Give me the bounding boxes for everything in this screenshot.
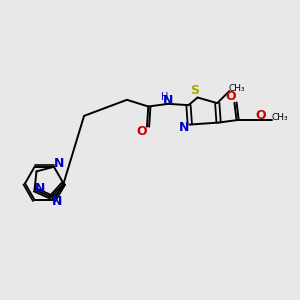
Text: S: S xyxy=(190,84,199,97)
Text: N: N xyxy=(52,195,62,208)
Text: O: O xyxy=(136,125,147,138)
Text: N: N xyxy=(179,121,190,134)
Text: CH₃: CH₃ xyxy=(272,113,289,122)
Text: O: O xyxy=(256,109,266,122)
Text: N: N xyxy=(163,94,173,107)
Text: O: O xyxy=(225,90,236,103)
Text: H: H xyxy=(161,92,169,102)
Text: N: N xyxy=(54,157,64,170)
Text: N: N xyxy=(35,182,46,195)
Text: CH₃: CH₃ xyxy=(229,84,245,93)
